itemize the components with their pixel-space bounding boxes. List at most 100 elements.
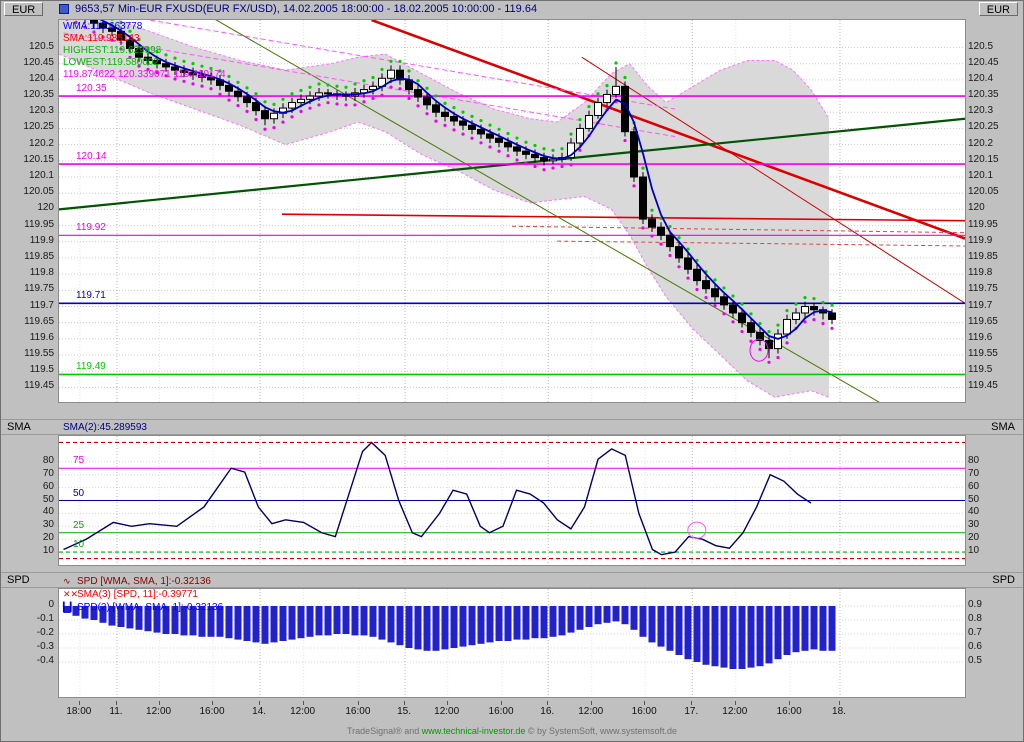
spd-bar: [189, 606, 197, 636]
candle-body: [432, 104, 440, 113]
fractal-high-dot: [335, 84, 339, 88]
price-axis-label: 120.45: [968, 56, 999, 68]
spd-bar: [567, 606, 575, 633]
fractal-high-dot: [272, 102, 276, 106]
fractal-high-dot: [155, 50, 159, 54]
fractal-high-dot: [308, 85, 312, 89]
candle-body: [522, 150, 530, 155]
spd-panel-label-right: SPD: [992, 574, 1015, 586]
fractal-high-dot: [128, 29, 132, 33]
candle-body: [315, 92, 323, 97]
time-axis[interactable]: 18:00 11. 12:00 16:00 14. 12:00 16:00 15. 12:00 1…: [1, 701, 1023, 721]
fractal-low-dot: [578, 148, 582, 152]
price-axis-label: 119.9: [968, 234, 993, 246]
spd-axis-label: 0.5: [968, 655, 982, 666]
fractal-low-dot: [182, 79, 186, 83]
spd-bar: [585, 606, 593, 627]
candle-body: [567, 142, 575, 159]
fractal-low-dot: [443, 123, 447, 127]
time-tick-mark: [547, 701, 549, 705]
fractal-low-dot: [560, 164, 564, 169]
fractal-low-dot: [767, 360, 771, 364]
price-chart-svg: [59, 20, 965, 402]
price-level-label: 120.14: [76, 151, 107, 163]
candle-body: [450, 115, 458, 122]
fractal-low-dot: [164, 74, 168, 78]
time-tick-mark: [789, 701, 791, 705]
price-chart-area[interactable]: [58, 19, 966, 403]
footer-link[interactable]: www.systemsoft.de: [600, 726, 678, 736]
chart-window-icon[interactable]: [59, 4, 69, 14]
spd-bar: [225, 606, 233, 639]
fractal-high-dot: [443, 101, 447, 106]
time-tick-mark: [590, 701, 592, 705]
fractal-low-dot: [551, 166, 555, 170]
price-legend-item: SMA:119.985143: [63, 33, 140, 44]
candle-body: [387, 69, 395, 79]
fractal-high-dot: [794, 302, 798, 306]
candle-body: [702, 280, 710, 290]
candle-body: [585, 115, 593, 129]
time-axis-label: 16:00: [776, 706, 802, 717]
fractal-low-dot: [776, 355, 780, 360]
instrument-tab-right[interactable]: EUR: [978, 2, 1018, 16]
sma-level-label: 75: [73, 455, 85, 467]
fractal-high-dot: [524, 140, 528, 144]
spd-bar: [702, 606, 710, 665]
fractal-low-dot: [101, 35, 105, 39]
fractal-low-dot: [110, 38, 114, 42]
price-axis-label: 119.65: [968, 315, 998, 327]
fractal-low-dot: [155, 70, 159, 75]
price-axis-label: 120.1: [28, 170, 54, 181]
fractal-low-dot: [479, 141, 483, 145]
fractal-low-dot: [785, 341, 789, 345]
time-tick-mark: [212, 701, 214, 705]
instrument-tab-left[interactable]: EUR: [4, 2, 44, 16]
footer-text: TradeSignal® and: [346, 726, 422, 736]
price-axis-label: 119.7: [29, 299, 54, 311]
spd-bar: [792, 606, 800, 653]
fractal-low-dot: [200, 84, 204, 88]
sma-oscillator-area[interactable]: [58, 435, 966, 566]
spd-bar: [774, 606, 782, 660]
fractal-high-dot: [758, 321, 762, 326]
chart-titlebar[interactable]: EUR 9653,57 Min-EUR FXUSD(EUR FX/USD), 1…: [1, 1, 1023, 18]
time-axis-label: 12:00: [578, 706, 604, 717]
spd-bar: [441, 606, 449, 650]
candle-body: [171, 66, 179, 71]
price-axis-label: 119.95: [24, 218, 54, 230]
price-axis-label: 120: [37, 202, 54, 214]
price-axis-label: 120.3: [968, 105, 994, 117]
fractal-low-dot: [119, 47, 123, 51]
fractal-high-dot: [497, 127, 501, 131]
spd-bar: [828, 606, 836, 651]
sma-axis-label: 20: [42, 532, 54, 544]
fractal-high-dot: [227, 74, 231, 79]
candle-body: [126, 39, 134, 49]
spd-axis-label: 0.7: [968, 627, 982, 638]
price-axis-label: 120.5: [28, 40, 54, 52]
fractal-low-dot: [218, 92, 222, 96]
candle-body: [603, 93, 611, 104]
spd-bar: [81, 606, 89, 619]
price-axis-label: 120.05: [968, 186, 999, 198]
fractal-high-dot: [353, 82, 357, 86]
sma-level-label: 25: [73, 519, 85, 531]
candle-body: [792, 312, 800, 320]
price-axis-label: 120.25: [23, 121, 54, 133]
fractal-high-dot: [560, 147, 564, 151]
spd-histogram-area[interactable]: [58, 588, 966, 698]
fractal-low-dot: [704, 295, 708, 300]
spd-bar: [765, 606, 773, 664]
sma-level-label: 50: [73, 487, 85, 499]
candle-body: [99, 22, 107, 29]
candle-body: [468, 124, 476, 130]
spd-axis-label: -0.1: [36, 613, 54, 624]
fractal-high-dot: [389, 59, 393, 63]
spd-panel-header[interactable]: SPD SPD: [1, 572, 1023, 588]
footer-link[interactable]: www.technical-investor.de: [421, 726, 526, 736]
candle-body: [261, 110, 269, 120]
fractal-low-dot: [668, 253, 672, 258]
spd-legend-item: ∿ SPD [WMA, SMA, 1]:-0.32136: [63, 575, 223, 588]
sma-panel-header[interactable]: SMA SMA: [1, 419, 1023, 435]
